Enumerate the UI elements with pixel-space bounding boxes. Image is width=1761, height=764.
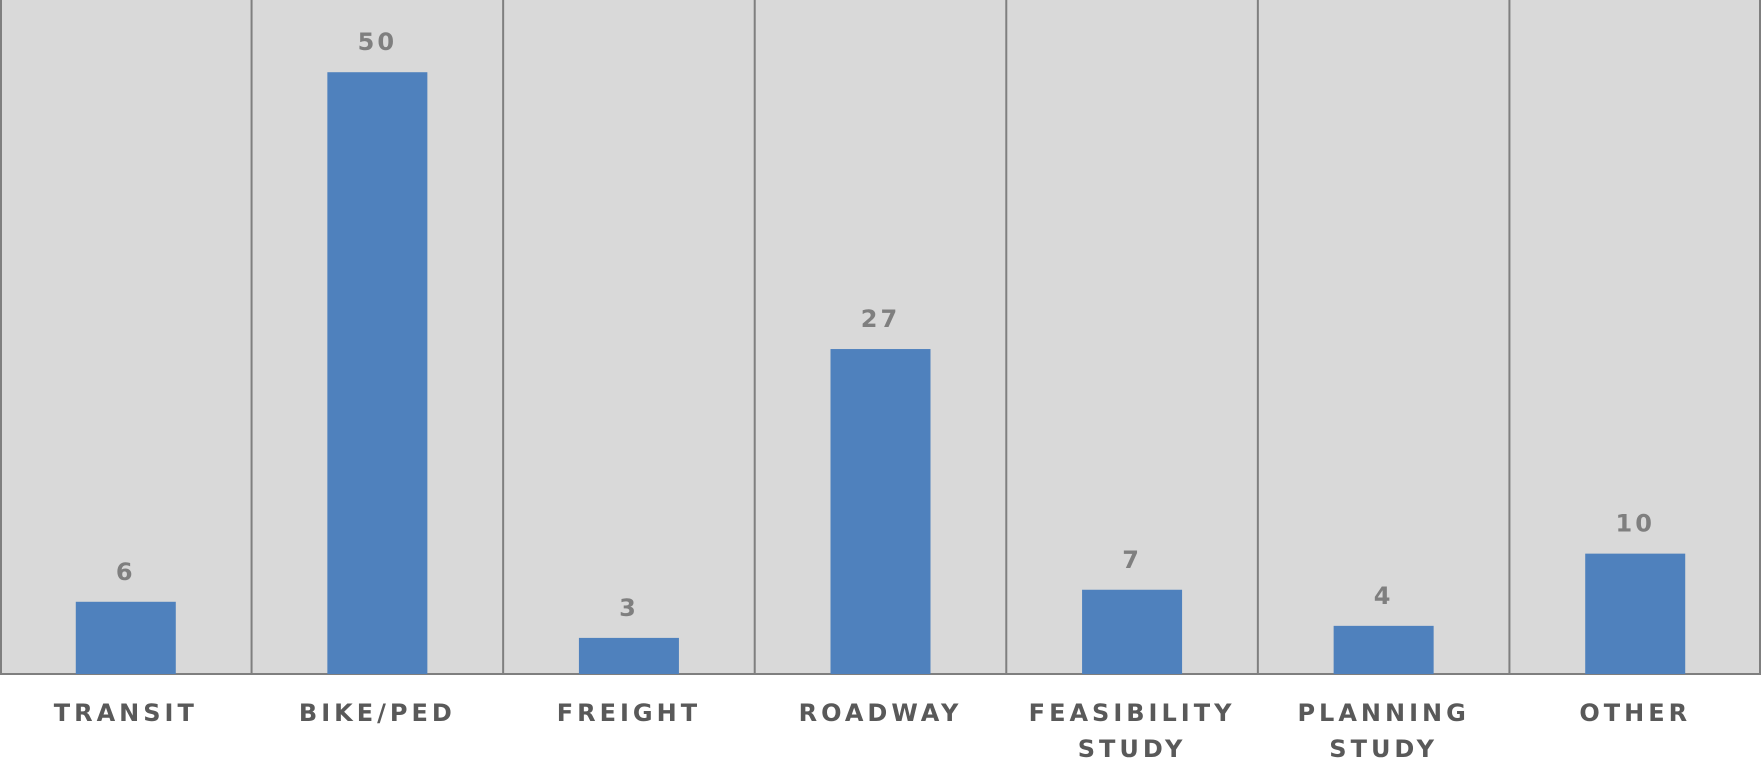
- data-label: 7: [1122, 546, 1142, 574]
- data-label: 3: [619, 594, 639, 622]
- data-label: 27: [861, 305, 900, 333]
- category-label: BIKE/PED: [299, 699, 456, 727]
- bar: [1082, 589, 1183, 674]
- bar: [578, 637, 679, 674]
- data-label: 10: [1616, 510, 1655, 538]
- value-labels-group: 6 50 3 27 7 4 10: [116, 28, 1655, 622]
- bar: [1333, 625, 1434, 674]
- category-label: FEASIBILITY STUDY: [1029, 699, 1236, 763]
- data-label: 6: [116, 558, 136, 586]
- category-labels-group: TRANSIT BIKE/PED FREIGHT ROADWAY FEASIBILITY…: [54, 699, 1691, 763]
- data-label: 4: [1374, 582, 1394, 610]
- bar: [830, 349, 931, 674]
- bar: [75, 601, 176, 674]
- category-label: PLANNING STUDY: [1297, 699, 1469, 763]
- category-label: FREIGHT: [557, 699, 701, 727]
- category-label: TRANSIT: [54, 699, 198, 727]
- data-label: 50: [358, 28, 397, 56]
- category-label: OTHER: [1579, 699, 1691, 727]
- bar: [1585, 553, 1686, 674]
- category-label: ROADWAY: [799, 699, 963, 727]
- bar: [327, 72, 428, 674]
- category-separators: [0, 0, 1761, 674]
- bars-group: [75, 72, 1686, 674]
